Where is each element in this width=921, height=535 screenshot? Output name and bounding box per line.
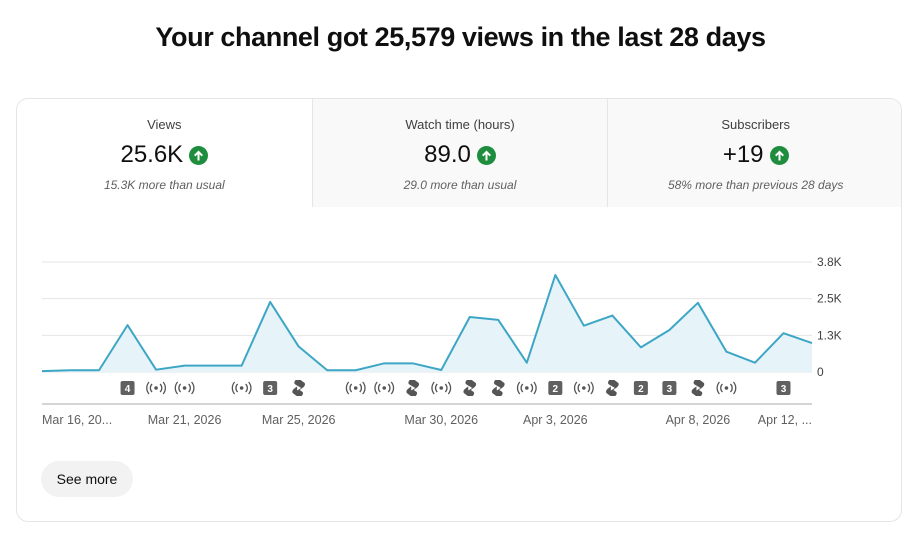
tab-value: 25.6K [120,141,184,168]
data-point [611,315,613,317]
x-tick-label: Apr 8, 2026 [666,413,731,427]
views-chart-svg: 0 1.3K 2.5K 3.8K 4 3 2 2 3 3 Mar 16, 20... Mar 21, … [41,255,842,427]
x-tick-label: Mar 25, 2026 [262,413,336,427]
upload-count-label: 4 [125,384,131,395]
x-tick-label: Mar 21, 2026 [148,413,222,427]
x-tick-label: Apr 12, ... [758,413,812,427]
data-point [725,351,727,353]
data-point [782,332,784,334]
live-stream-icon [174,381,195,395]
shorts-icon [292,380,305,396]
data-point [355,369,357,371]
shorts-icon [491,380,505,396]
live-stream-icon [516,381,537,395]
data-point [754,362,756,364]
tab-label: Watch time (hours) [405,117,515,132]
data-point [70,369,72,371]
data-point [326,369,328,371]
upload-count-marker [633,381,648,395]
upload-count-marker [662,381,677,395]
views-line [41,274,813,373]
arrow-up-icon [476,145,496,165]
live-stream-icon [146,381,167,395]
shorts-icon [463,380,477,396]
data-point [184,365,186,367]
data-point [583,325,585,327]
y-tick-label: 1.3K [817,328,842,342]
y-tick-label: 0 [817,365,824,379]
data-point [127,324,129,326]
live-stream-icon [431,381,452,395]
upload-count-label: 3 [267,384,273,395]
tab-value: 89.0 [424,141,471,168]
data-point [212,365,214,367]
data-point [298,346,300,348]
tab-label: Subscribers [721,117,790,132]
live-stream-icon [231,381,252,395]
tab-comparison: 15.3K more than usual [103,178,225,192]
live-stream-icon [716,381,737,395]
upload-count-label: 2 [638,384,644,395]
data-point [469,316,471,318]
upload-count-marker [120,381,135,395]
data-point [269,301,271,303]
arrow-up-icon [769,145,789,165]
y-tick-label: 2.5K [817,292,842,306]
live-stream-icon [374,381,395,395]
tab-watch-time[interactable]: Watch time (hours) 89.0 29.0 more than u… [311,99,608,207]
page-title: Your channel got 25,579 views in the las… [155,22,766,52]
tab-value: +19 [722,141,764,168]
data-point [383,362,385,364]
x-tick-label: Mar 30, 2026 [404,413,478,427]
x-tick-label: Mar 16, 20... [42,413,112,427]
upload-count-label: 2 [553,384,559,395]
shorts-icon [406,380,420,396]
live-stream-icon [345,381,366,395]
data-point [640,346,642,348]
live-stream-icon [573,381,594,395]
x-tick-label: Apr 3, 2026 [523,413,588,427]
data-point [412,362,414,364]
arrow-up-icon [189,145,209,165]
see-more-button[interactable]: See more [41,461,133,497]
metric-tabs: Views 25.6K 15.3K more than usual Watch … [17,99,901,207]
upload-count-marker [776,381,791,395]
tab-views[interactable]: Views 25.6K 15.3K more than usual [17,99,312,207]
data-point [155,369,157,371]
upload-count-marker [263,381,278,395]
shorts-icon [691,380,705,396]
data-point [98,369,100,371]
tab-comparison: 58% more than previous 28 days [667,178,844,192]
y-tick-label: 3.8K [817,255,842,269]
data-point [241,365,243,367]
views-area [42,275,812,372]
shorts-icon [606,380,619,396]
views-chart: 0 1.3K 2.5K 3.8K 4 3 2 2 3 3 Mar 16, 20... Mar 21, … [17,207,901,437]
upload-count-marker [548,381,563,395]
data-point [554,274,556,276]
data-point [41,370,43,372]
upload-count-label: 3 [781,384,787,395]
data-point [811,342,813,344]
data-point [668,329,670,331]
data-point [697,302,699,304]
tab-label: Views [147,117,182,132]
tab-subscribers[interactable]: Subscribers +19 58% more than previous 2… [607,99,901,207]
analytics-card: Views 25.6K 15.3K more than usual Watch … [16,98,902,522]
data-point [497,319,499,321]
upload-count-label: 3 [667,384,673,395]
tab-comparison: 29.0 more than usual [403,178,517,192]
data-point [440,369,442,371]
data-point [526,362,528,364]
